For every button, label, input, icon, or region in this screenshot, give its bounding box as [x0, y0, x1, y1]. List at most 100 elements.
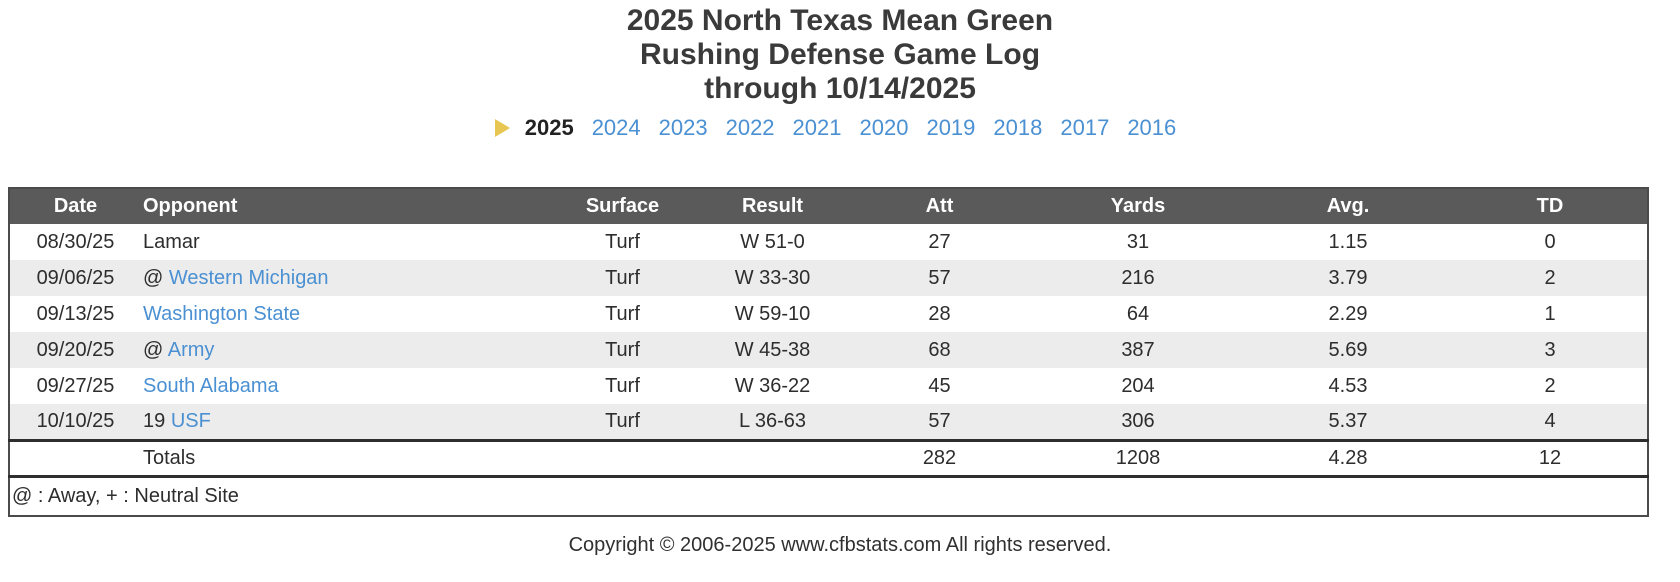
year-link-2016[interactable]: 2016	[1127, 115, 1177, 140]
game-result: W 59-10	[734, 302, 811, 325]
game-att: 68	[928, 338, 951, 361]
totals-yards: 1208	[1033, 440, 1243, 476]
game-result: W 36-22	[734, 374, 811, 397]
year-nav: 2025 2024 2023 2022 2021 2020 2019 2018 …	[0, 115, 1680, 141]
title-line-through-date: through 10/14/2025	[704, 72, 976, 105]
game-yards: 387	[1121, 338, 1155, 361]
game-avg: 5.37	[1328, 409, 1368, 432]
game-yards: 64	[1126, 302, 1150, 325]
year-link-2023[interactable]: 2023	[658, 115, 708, 140]
legend-text: @ : Away, + : Neutral Site	[9, 476, 1648, 516]
game-surface: Turf	[605, 266, 640, 289]
game-date: 10/10/25	[36, 409, 115, 432]
opponent-prefix: @	[143, 338, 168, 361]
game-yards: 204	[1121, 374, 1155, 397]
selected-year-arrow-icon	[494, 119, 510, 137]
column-header-avg: Avg.	[1243, 188, 1453, 224]
game-surface: Turf	[605, 230, 640, 253]
totals-empty-surface	[546, 440, 699, 476]
game-result: W 51-0	[740, 230, 805, 253]
game-row: 10/10/25 19 USF Turf L 36-63 57 306 5.37…	[9, 404, 1648, 440]
game-opponent-cell: Washington State	[141, 296, 546, 332]
game-yards: 306	[1121, 409, 1155, 432]
title-line-team: 2025 North Texas Mean Green	[626, 4, 1054, 37]
year-link-2017[interactable]: 2017	[1060, 115, 1110, 140]
table-header-row: Date Opponent Surface Result Att Yards A…	[9, 188, 1648, 224]
year-current-2025: 2025	[524, 115, 574, 140]
game-row: 09/13/25 Washington State Turf W 59-10 2…	[9, 296, 1648, 332]
game-avg: 1.15	[1328, 230, 1368, 253]
title-line-report: Rushing Defense Game Log	[639, 38, 1041, 71]
game-date: 09/20/25	[36, 338, 115, 361]
totals-label: Totals	[141, 440, 546, 476]
game-att: 57	[928, 266, 951, 289]
game-surface: Turf	[605, 374, 640, 397]
opponent-name: Lamar	[143, 230, 200, 253]
game-surface: Turf	[605, 409, 640, 432]
column-header-opponent: Opponent	[141, 188, 546, 224]
totals-td: 12	[1453, 440, 1648, 476]
game-surface: Turf	[605, 338, 640, 361]
totals-row: Totals 282 1208 4.28 12	[9, 440, 1648, 476]
game-avg: 2.29	[1328, 302, 1368, 325]
game-surface: Turf	[605, 302, 640, 325]
game-date: 09/13/25	[36, 302, 115, 325]
game-att: 28	[928, 302, 951, 325]
column-header-surface: Surface	[546, 188, 699, 224]
game-att: 27	[928, 230, 951, 253]
game-opponent-cell: @ Army	[141, 332, 546, 368]
year-link-2019[interactable]: 2019	[926, 115, 976, 140]
game-td: 2	[1544, 266, 1556, 289]
opponent-link[interactable]: Army	[167, 338, 215, 361]
game-date: 09/27/25	[36, 374, 115, 397]
game-att: 57	[928, 409, 951, 432]
game-row: 09/06/25 @ Western Michigan Turf W 33-30…	[9, 260, 1648, 296]
game-opponent-cell: South Alabama	[141, 368, 546, 404]
game-opponent-cell: Lamar	[141, 224, 546, 260]
game-avg: 3.79	[1328, 266, 1368, 289]
game-td: 2	[1544, 374, 1556, 397]
opponent-link[interactable]: South Alabama	[143, 374, 279, 397]
opponent-link[interactable]: Washington State	[143, 302, 301, 325]
opponent-link[interactable]: USF	[170, 409, 211, 432]
game-avg: 5.69	[1328, 338, 1368, 361]
totals-empty-date	[9, 440, 141, 476]
column-header-date: Date	[9, 188, 141, 224]
game-yards: 216	[1121, 266, 1155, 289]
game-att: 45	[928, 374, 951, 397]
page-title: 2025 North Texas Mean Green Rushing Defe…	[0, 0, 1680, 106]
game-avg: 4.53	[1328, 374, 1368, 397]
game-td: 4	[1544, 409, 1556, 432]
game-td: 0	[1544, 230, 1556, 253]
opponent-prefix: @	[143, 266, 169, 289]
year-link-2018[interactable]: 2018	[993, 115, 1043, 140]
game-result: W 45-38	[734, 338, 811, 361]
year-link-2022[interactable]: 2022	[725, 115, 775, 140]
opponent-rank-prefix: 19	[143, 409, 171, 432]
game-row: 08/30/25 Lamar Turf W 51-0 27 31 1.15 0	[9, 224, 1648, 260]
game-date: 08/30/25	[36, 230, 115, 253]
game-log-table: Date Opponent Surface Result Att Yards A…	[8, 187, 1649, 517]
totals-att: 282	[846, 440, 1033, 476]
column-header-att: Att	[846, 188, 1033, 224]
column-header-result: Result	[699, 188, 846, 224]
game-result: L 36-63	[738, 409, 807, 432]
game-opponent-cell: 19 USF	[141, 404, 546, 440]
opponent-link[interactable]: Western Michigan	[168, 266, 329, 289]
game-row: 09/20/25 @ Army Turf W 45-38 68 387 5.69…	[9, 332, 1648, 368]
legend-row: @ : Away, + : Neutral Site	[9, 476, 1648, 516]
column-header-td: TD	[1453, 188, 1648, 224]
year-link-2020[interactable]: 2020	[859, 115, 909, 140]
game-td: 1	[1544, 302, 1556, 325]
game-result: W 33-30	[734, 266, 811, 289]
copyright-text: Copyright © 2006-2025 www.cfbstats.com A…	[568, 534, 1112, 556]
year-link-2024[interactable]: 2024	[591, 115, 641, 140]
totals-avg: 4.28	[1243, 440, 1453, 476]
year-link-2021[interactable]: 2021	[792, 115, 842, 140]
game-date: 09/06/25	[36, 266, 115, 289]
totals-empty-result	[699, 440, 846, 476]
game-opponent-cell: @ Western Michigan	[141, 260, 546, 296]
game-row: 09/27/25 South Alabama Turf W 36-22 45 2…	[9, 368, 1648, 404]
game-yards: 31	[1126, 230, 1150, 253]
